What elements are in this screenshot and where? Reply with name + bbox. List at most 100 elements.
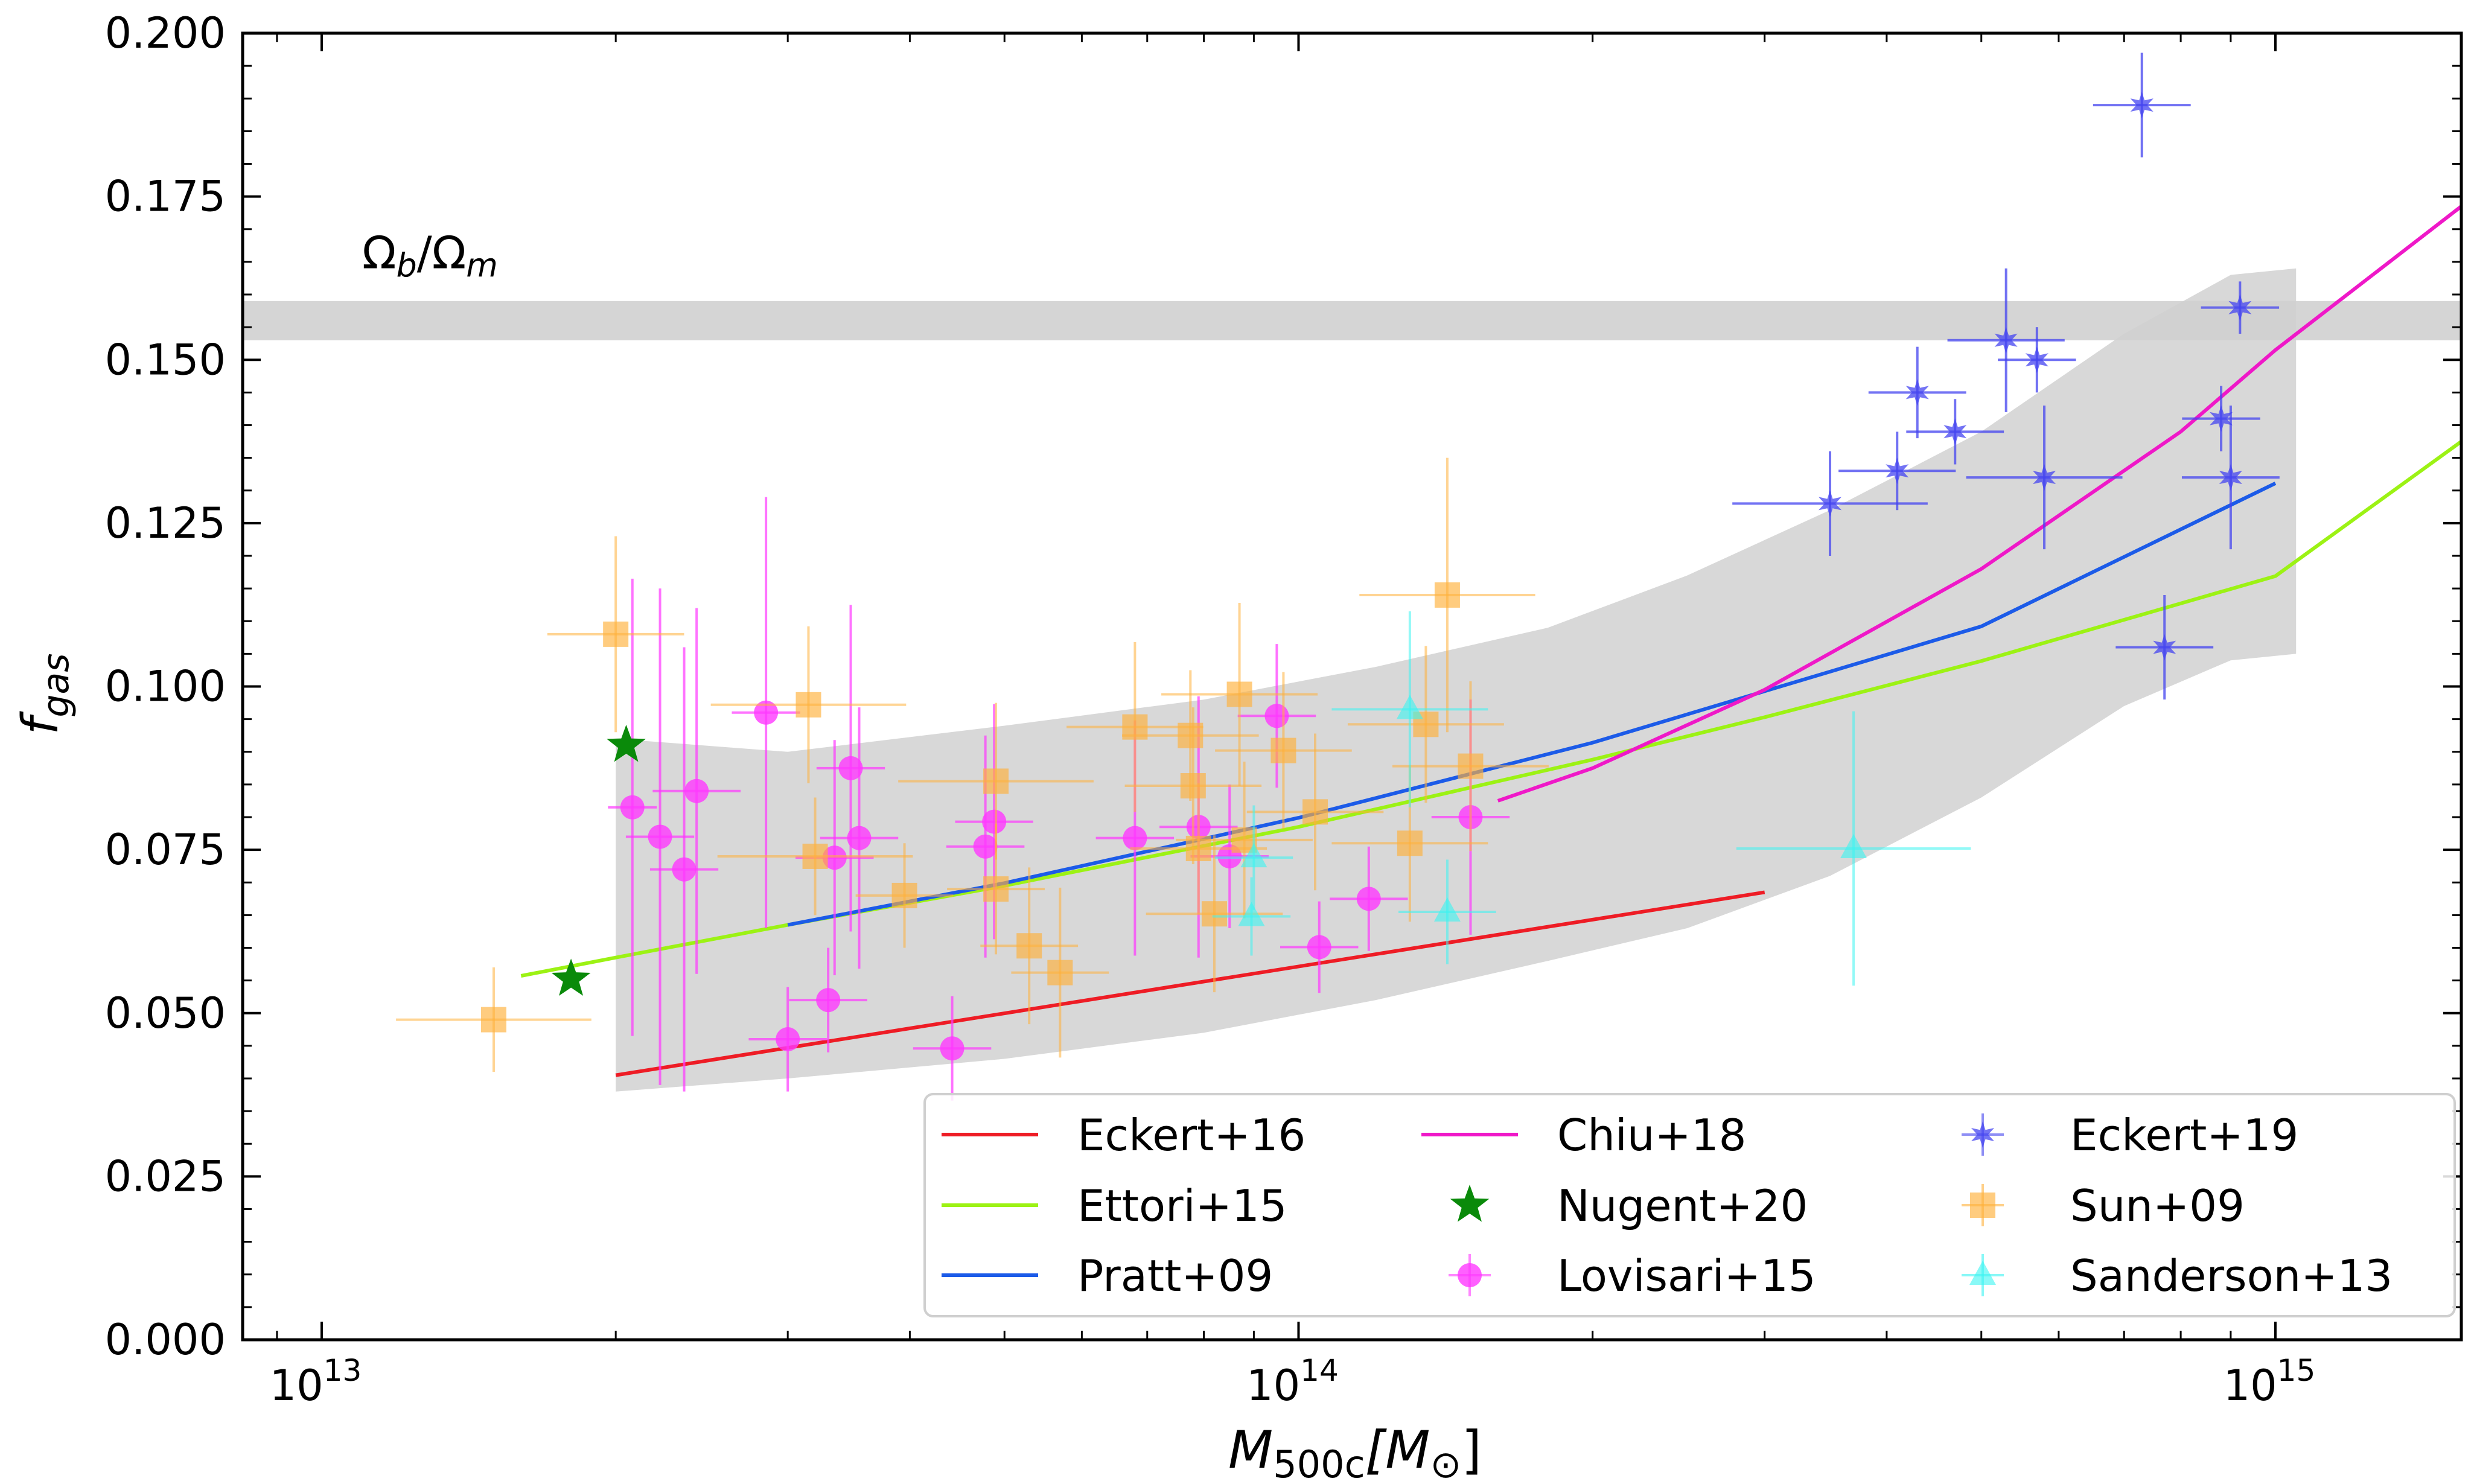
sun-09-point (1226, 681, 1252, 707)
y-tick-label: 0.100 (105, 662, 226, 712)
eckert-19-point (1905, 379, 1929, 406)
sanderson-13-point (1396, 695, 1423, 719)
sun-09-point (1047, 960, 1073, 986)
eckert-19-point (2033, 464, 2056, 491)
sanderson-13-point (1240, 843, 1267, 868)
legend-swatch-marker (1971, 1121, 1995, 1148)
sanderson-13-point (1238, 902, 1265, 926)
line-eckert-16 (615, 890, 1765, 1077)
y-tick-label: 0.200 (105, 8, 226, 58)
baryon-fraction-band (243, 301, 2461, 340)
band-label-omega: Ω (362, 228, 397, 279)
lovisari-15-point (1307, 935, 1331, 960)
lovisari-15-point (1123, 826, 1147, 850)
sun-09-point (1302, 799, 1328, 825)
series-sun-09 (396, 457, 1549, 1072)
eckert-19-point (2228, 294, 2252, 321)
sun-09-point (1434, 582, 1460, 608)
y-tick-label: 0.000 (105, 1315, 226, 1365)
legend-item-eckert-16: Eckert+16 (942, 1110, 1306, 1161)
legend-label: Sanderson+13 (2070, 1250, 2393, 1301)
line-chiu-18 (1497, 205, 2461, 803)
series-nugent-20 (551, 724, 646, 996)
eckert-19-point (2025, 346, 2048, 374)
y-tick-label: 0.075 (105, 825, 226, 874)
band-label-slash: /Ω (417, 228, 466, 279)
sun-09-point (983, 876, 1009, 902)
series-sanderson-13 (1212, 611, 1971, 986)
legend-label: Pratt+09 (1077, 1250, 1273, 1301)
legend-swatch-marker (1969, 1261, 1996, 1285)
series-lovisari-15 (608, 497, 1510, 1101)
y-tick-label: 0.150 (105, 335, 226, 384)
model-shaded-region (616, 268, 2297, 1092)
baryon-band-label: Ωb/Ωm (362, 228, 498, 285)
line-ettori-15 (520, 440, 2461, 978)
x-tick-label: 1014 (1246, 1353, 1339, 1410)
legend-item-sun-09: Sun+09 (1962, 1180, 2245, 1231)
legend-label: Eckert+19 (2070, 1110, 2298, 1161)
eckert-19-point (1886, 457, 1909, 485)
sun-09-point (1270, 737, 1296, 763)
baryon-band-layer (243, 301, 2461, 340)
legend-label: Lovisari+15 (1557, 1250, 1816, 1301)
sun-09-point (802, 843, 828, 869)
legend-label: Nugent+20 (1557, 1180, 1808, 1231)
sun-09-point (1178, 722, 1204, 748)
lovisari-15-point (822, 845, 847, 870)
x-axis-label-unit-open: [M (1365, 1420, 1430, 1480)
x-axis-label: M500c[M⊙] (1228, 1420, 1482, 1484)
lovisari-15-point (648, 824, 672, 849)
x-tick-label: 1015 (2224, 1353, 2316, 1410)
legend-label: Chiu+18 (1557, 1110, 1747, 1161)
y-tick-label: 0.125 (105, 498, 226, 548)
lovisari-15-point (816, 988, 841, 1013)
sun-09-point (983, 768, 1009, 794)
legend-item-ettori-15: Ettori+15 (942, 1180, 1287, 1231)
sun-09-point (1397, 830, 1423, 856)
lovisari-15-point (847, 826, 872, 850)
sun-09-point (480, 1007, 506, 1033)
sanderson-13-point (1840, 833, 1867, 858)
lovisari-15-point (1264, 704, 1289, 728)
x-axis-label-main: M (1228, 1420, 1273, 1480)
legend-item-pratt-09: Pratt+09 (942, 1250, 1273, 1301)
sun-09-point (1201, 901, 1227, 927)
sun-09-point (795, 692, 821, 718)
legend-item-nugent-20: Nugent+20 (1450, 1180, 1808, 1231)
legend-item-sanderson-13: Sanderson+13 (1962, 1250, 2393, 1301)
eckert-19-point (1994, 326, 2018, 354)
eckert-19-point (2219, 464, 2242, 491)
lovisari-15-point (982, 809, 1007, 834)
eckert-19-point (2210, 405, 2233, 432)
sun-09-point (1458, 753, 1484, 779)
lovisari-15-point (1356, 887, 1381, 911)
x-axis-label-unit-close: ] (1461, 1420, 1482, 1480)
x-axis-label-unit-sub: ⊙ (1430, 1442, 1461, 1484)
sun-09-point (1016, 933, 1042, 959)
legend-item-eckert-19: Eckert+19 (1962, 1110, 2298, 1161)
legend-label: Ettori+15 (1077, 1180, 1287, 1231)
legend-box (923, 1093, 2456, 1317)
nugent-20-point (551, 958, 591, 996)
eckert-19-point (1943, 418, 1967, 445)
series-eckert-19 (1732, 53, 2280, 700)
legend-label: Eckert+16 (1077, 1110, 1306, 1161)
legend-swatch-marker (1458, 1263, 1482, 1287)
lovisari-15-point (776, 1027, 800, 1052)
band-label-sub-b: b (397, 247, 417, 285)
eckert-19-point (1819, 490, 1842, 517)
y-tick-label: 0.025 (105, 1151, 226, 1201)
legend-item-chiu-18: Chiu+18 (1421, 1110, 1747, 1161)
lovisari-15-point (672, 857, 697, 882)
lovisari-15-point (940, 1036, 964, 1061)
lovisari-15-point (684, 779, 709, 803)
legend-swatch-marker (1970, 1193, 1995, 1218)
lovisari-15-point (973, 834, 998, 859)
data-points-layer (396, 53, 2280, 1101)
nugent-20-point (607, 724, 646, 762)
sun-09-point (603, 621, 629, 647)
legend-item-lovisari-15: Lovisari+15 (1449, 1250, 1816, 1301)
lovisari-15-point (620, 795, 645, 820)
